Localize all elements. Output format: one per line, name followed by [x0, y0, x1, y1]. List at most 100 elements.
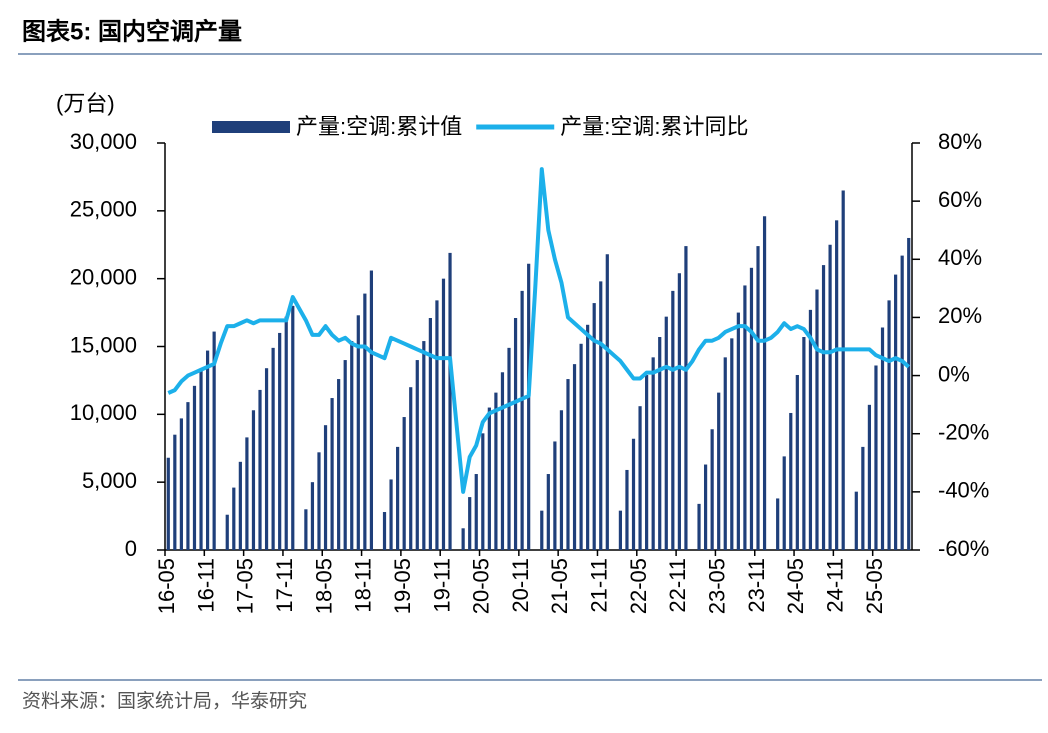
legend-label: 产量:空调:累计值 [296, 114, 462, 139]
bar [435, 300, 439, 550]
bar [658, 337, 662, 550]
bar [323, 425, 328, 550]
bar [651, 357, 655, 550]
bar [828, 244, 832, 550]
legend-label: 产量:空调:累计同比 [560, 114, 748, 139]
bar [317, 452, 321, 550]
bar [697, 503, 701, 550]
bar [232, 487, 236, 550]
bar [586, 324, 590, 550]
y-tick-label: 5,000 [82, 468, 137, 493]
bar [743, 285, 747, 550]
bar [861, 446, 865, 550]
y-tick-label: 0 [125, 536, 137, 561]
bar [271, 347, 275, 550]
y2-tick-label: 0% [938, 361, 970, 386]
bar [205, 350, 210, 550]
x-tick-label: 21-05 [547, 558, 572, 614]
bar [631, 438, 636, 550]
bar [225, 514, 229, 550]
bar [579, 343, 583, 550]
bar [592, 303, 596, 550]
bar [776, 498, 780, 550]
bar [599, 281, 603, 550]
bar [422, 341, 426, 550]
bar [645, 374, 649, 550]
bar [337, 379, 341, 550]
bar [638, 406, 642, 550]
bar [428, 318, 432, 550]
bar [513, 318, 518, 550]
bar [559, 410, 564, 550]
y-tick-label: 15,000 [70, 332, 137, 357]
bar [330, 398, 334, 550]
bar [179, 418, 183, 550]
bar [572, 364, 577, 550]
bar [880, 327, 885, 550]
bar [468, 497, 472, 550]
x-tick-label: 24-11 [822, 558, 847, 613]
x-tick-label: 18-05 [311, 558, 336, 614]
bar [671, 290, 675, 550]
bar [238, 461, 242, 550]
bar [841, 190, 845, 550]
bar [487, 407, 491, 550]
bar [507, 347, 511, 550]
y-axis-label: (万台) [56, 91, 115, 116]
y-tick-label: 20,000 [70, 264, 137, 289]
bar [887, 300, 891, 550]
bar [527, 263, 531, 550]
bar [730, 338, 734, 550]
x-tick-label: 20-11 [508, 558, 533, 613]
bar [736, 312, 740, 550]
bar [369, 270, 374, 550]
x-tick-label: 23-05 [705, 558, 730, 614]
bar [566, 379, 570, 550]
x-tick-label: 17-11 [272, 558, 297, 613]
x-tick-label: 24-05 [783, 558, 808, 614]
bar [854, 491, 858, 550]
bar [396, 446, 400, 550]
y2-tick-label: 80% [938, 129, 982, 154]
bar [199, 369, 203, 550]
y-tick-label: 10,000 [70, 400, 137, 425]
bar [304, 509, 308, 550]
y2-tick-label: 40% [938, 245, 982, 270]
bar [448, 252, 452, 550]
bar [605, 254, 609, 550]
bar [258, 389, 262, 550]
bar [186, 402, 190, 550]
bar [717, 392, 721, 550]
bar [382, 512, 387, 550]
bar [723, 357, 727, 550]
legend-swatch [212, 121, 290, 133]
bar [291, 305, 295, 550]
y-tick-label: 30,000 [70, 129, 137, 154]
bar [409, 387, 413, 550]
y2-tick-label: -60% [938, 536, 989, 561]
bar [481, 433, 485, 550]
bar [900, 255, 904, 550]
y2-tick-label: -40% [938, 478, 989, 503]
bar [894, 274, 898, 550]
bar [212, 331, 216, 550]
bar [402, 417, 406, 550]
bar [389, 479, 393, 550]
x-tick-label: 19-05 [390, 558, 415, 614]
bar [415, 360, 419, 550]
bar [278, 332, 282, 550]
x-tick-label: 22-05 [626, 558, 651, 614]
bar [173, 434, 177, 550]
y2-tick-label: 60% [938, 187, 982, 212]
bar [703, 464, 708, 550]
bar [677, 273, 681, 550]
bar [245, 437, 249, 550]
bar [363, 293, 367, 550]
bar [284, 316, 288, 550]
x-tick-label: 19-11 [429, 558, 454, 613]
bar [815, 289, 819, 550]
bar [618, 510, 623, 550]
y-tick-label: 25,000 [70, 197, 137, 222]
bar [343, 360, 347, 550]
